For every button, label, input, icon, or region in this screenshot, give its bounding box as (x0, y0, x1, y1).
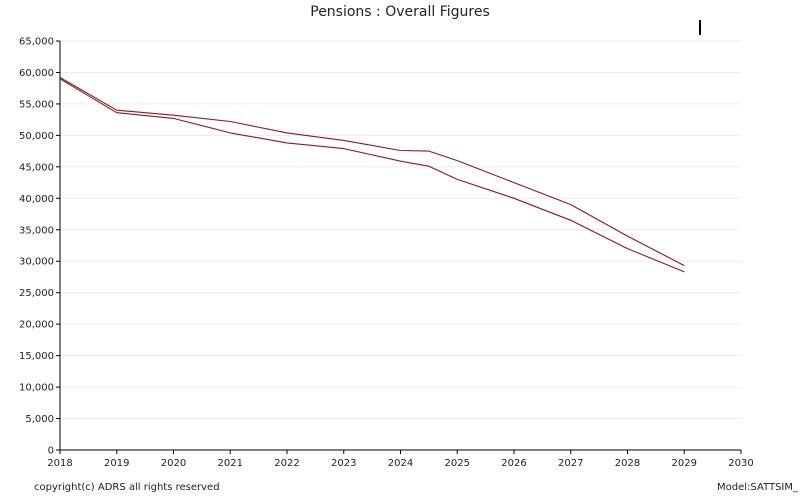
y-tick-label: 50,000 (19, 131, 54, 142)
x-tick-label: 2022 (274, 458, 299, 469)
y-tick-label: 20,000 (19, 320, 54, 331)
series-line-1 (59, 77, 685, 267)
y-tick-label: 0 (48, 446, 54, 457)
x-tick-label: 2024 (388, 458, 413, 469)
y-tick-label: 15,000 (19, 351, 54, 362)
x-tick-label: 2018 (47, 458, 72, 469)
x-tick-label: 2020 (161, 458, 186, 469)
copyright-text: copyright(c) ADRS all rights reserved (34, 482, 220, 493)
y-tick-label: 60,000 (19, 68, 54, 79)
y-tick-label: 65,000 (19, 37, 54, 48)
y-tick-label: 40,000 (19, 194, 54, 205)
x-tick-label: 2028 (615, 458, 640, 469)
y-tick-label: 30,000 (19, 257, 54, 268)
y-tick-label: 45,000 (19, 162, 54, 173)
x-tick-label: 2029 (672, 458, 697, 469)
x-tick-label: 2023 (331, 458, 356, 469)
x-axis-ticks: 2018 2019 2020 2021 2022 2023 2024 2025 2026 2027… (47, 450, 754, 469)
x-tick-label: 2019 (104, 458, 129, 469)
y-tick-label: 25,000 (19, 288, 54, 299)
axes (59, 41, 741, 451)
y-axis-ticks: 0 5,000 10,000 15,000 20,000 25,000 30,000 35,0… (19, 37, 60, 457)
x-tick-label: 2026 (501, 458, 526, 469)
y-tick-label: 10,000 (19, 383, 54, 394)
x-tick-label: 2021 (218, 458, 243, 469)
y-tick-label: 35,000 (19, 225, 54, 236)
y-tick-label: 55,000 (19, 99, 54, 110)
text-cursor-icon (699, 20, 701, 35)
x-tick-label: 2027 (558, 458, 583, 469)
x-tick-label: 2025 (445, 458, 470, 469)
x-tick-label: 2030 (728, 458, 753, 469)
model-label: Model:SATTSIM_ (717, 482, 798, 493)
y-tick-label: 5,000 (25, 414, 54, 425)
series-lines (59, 77, 685, 273)
series-line-2 (59, 78, 685, 273)
gridlines (60, 40, 741, 420)
chart-title: Pensions : Overall Figures (310, 4, 489, 20)
